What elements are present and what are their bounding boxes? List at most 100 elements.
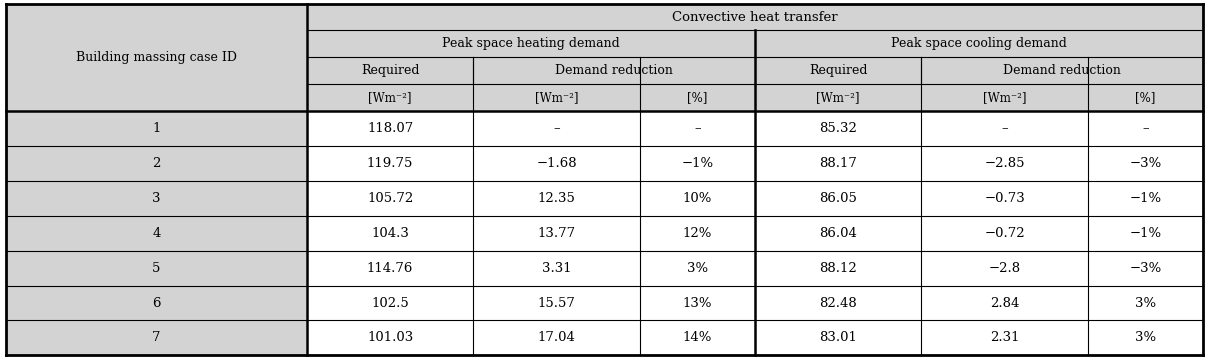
Text: 3%: 3% bbox=[1135, 331, 1156, 344]
Bar bbox=[473, 285, 640, 321]
Bar bbox=[307, 4, 1203, 31]
Text: –: – bbox=[1143, 122, 1149, 135]
Bar bbox=[6, 181, 307, 216]
Text: 86.04: 86.04 bbox=[820, 227, 857, 240]
Text: [Wm⁻²]: [Wm⁻²] bbox=[983, 91, 1026, 104]
Text: 5: 5 bbox=[152, 262, 161, 275]
Bar bbox=[754, 216, 921, 251]
Bar bbox=[640, 111, 754, 146]
Text: 102.5: 102.5 bbox=[371, 297, 409, 309]
Text: 114.76: 114.76 bbox=[366, 262, 413, 275]
Bar bbox=[307, 321, 473, 355]
Bar bbox=[307, 181, 473, 216]
Bar bbox=[754, 321, 921, 355]
Bar bbox=[921, 111, 1088, 146]
Bar bbox=[921, 285, 1088, 321]
Text: [%]: [%] bbox=[687, 91, 707, 104]
Text: 83.01: 83.01 bbox=[820, 331, 857, 344]
Bar bbox=[307, 146, 473, 181]
Bar bbox=[921, 181, 1088, 216]
Text: –: – bbox=[554, 122, 560, 135]
Bar bbox=[640, 321, 754, 355]
Text: 2: 2 bbox=[152, 157, 161, 170]
Bar bbox=[754, 285, 921, 321]
Text: Demand reduction: Demand reduction bbox=[555, 64, 673, 77]
Bar bbox=[1088, 251, 1203, 285]
Bar bbox=[473, 146, 640, 181]
Bar bbox=[640, 84, 754, 111]
Bar bbox=[473, 57, 640, 84]
Bar bbox=[640, 146, 754, 181]
Bar bbox=[921, 146, 1088, 181]
Bar bbox=[1088, 181, 1203, 216]
Text: 3: 3 bbox=[152, 192, 161, 205]
Text: Peak space heating demand: Peak space heating demand bbox=[442, 37, 620, 50]
Text: 12.35: 12.35 bbox=[538, 192, 575, 205]
Text: 4: 4 bbox=[152, 227, 161, 240]
Text: 119.75: 119.75 bbox=[366, 157, 413, 170]
Bar bbox=[6, 321, 307, 355]
Text: Convective heat transfer: Convective heat transfer bbox=[672, 10, 838, 23]
Text: Building massing case ID: Building massing case ID bbox=[76, 51, 237, 64]
Text: 12%: 12% bbox=[683, 227, 712, 240]
Text: 82.48: 82.48 bbox=[820, 297, 857, 309]
Text: [%]: [%] bbox=[1135, 91, 1156, 104]
Text: Demand reduction: Demand reduction bbox=[1003, 64, 1121, 77]
Bar bbox=[921, 216, 1088, 251]
Bar bbox=[6, 285, 307, 321]
Bar bbox=[754, 57, 921, 84]
Text: –: – bbox=[1001, 122, 1008, 135]
Bar bbox=[921, 84, 1088, 111]
Text: 85.32: 85.32 bbox=[820, 122, 857, 135]
Bar bbox=[640, 285, 754, 321]
Bar bbox=[6, 146, 307, 181]
Text: 6: 6 bbox=[152, 297, 161, 309]
Bar bbox=[640, 216, 754, 251]
Bar bbox=[640, 181, 754, 216]
Bar bbox=[6, 4, 307, 111]
Bar bbox=[307, 216, 473, 251]
Bar bbox=[6, 216, 307, 251]
Text: 1: 1 bbox=[152, 122, 161, 135]
Text: 15.57: 15.57 bbox=[538, 297, 575, 309]
Bar bbox=[754, 84, 921, 111]
Bar bbox=[473, 216, 640, 251]
Bar bbox=[307, 111, 473, 146]
Bar bbox=[6, 111, 307, 146]
Text: 105.72: 105.72 bbox=[368, 192, 413, 205]
Text: −0.73: −0.73 bbox=[984, 192, 1025, 205]
Text: [Wm⁻²]: [Wm⁻²] bbox=[534, 91, 578, 104]
Bar bbox=[640, 57, 754, 84]
Text: −1%: −1% bbox=[1129, 227, 1162, 240]
Bar bbox=[754, 31, 1203, 57]
Text: 86.05: 86.05 bbox=[820, 192, 857, 205]
Bar bbox=[307, 285, 473, 321]
Bar bbox=[754, 181, 921, 216]
Bar bbox=[921, 57, 1088, 84]
Text: 88.12: 88.12 bbox=[820, 262, 857, 275]
Text: −2.8: −2.8 bbox=[989, 262, 1020, 275]
Bar bbox=[1088, 57, 1203, 84]
Bar bbox=[473, 321, 640, 355]
Text: [Wm⁻²]: [Wm⁻²] bbox=[369, 91, 412, 104]
Bar bbox=[921, 251, 1088, 285]
Text: −3%: −3% bbox=[1129, 262, 1162, 275]
Bar bbox=[473, 181, 640, 216]
Text: 101.03: 101.03 bbox=[368, 331, 413, 344]
Text: Required: Required bbox=[360, 64, 420, 77]
Text: 13.77: 13.77 bbox=[538, 227, 575, 240]
Text: 13%: 13% bbox=[683, 297, 712, 309]
Bar bbox=[1088, 111, 1203, 146]
Text: −3%: −3% bbox=[1129, 157, 1162, 170]
Bar bbox=[754, 111, 921, 146]
Text: −1%: −1% bbox=[681, 157, 713, 170]
Text: 3%: 3% bbox=[687, 262, 708, 275]
Bar bbox=[473, 251, 640, 285]
Bar bbox=[6, 251, 307, 285]
Text: 104.3: 104.3 bbox=[371, 227, 409, 240]
Text: 2.31: 2.31 bbox=[990, 331, 1019, 344]
Text: 118.07: 118.07 bbox=[368, 122, 413, 135]
Text: 3%: 3% bbox=[1135, 297, 1156, 309]
Bar bbox=[1088, 216, 1203, 251]
Text: −1.68: −1.68 bbox=[536, 157, 577, 170]
